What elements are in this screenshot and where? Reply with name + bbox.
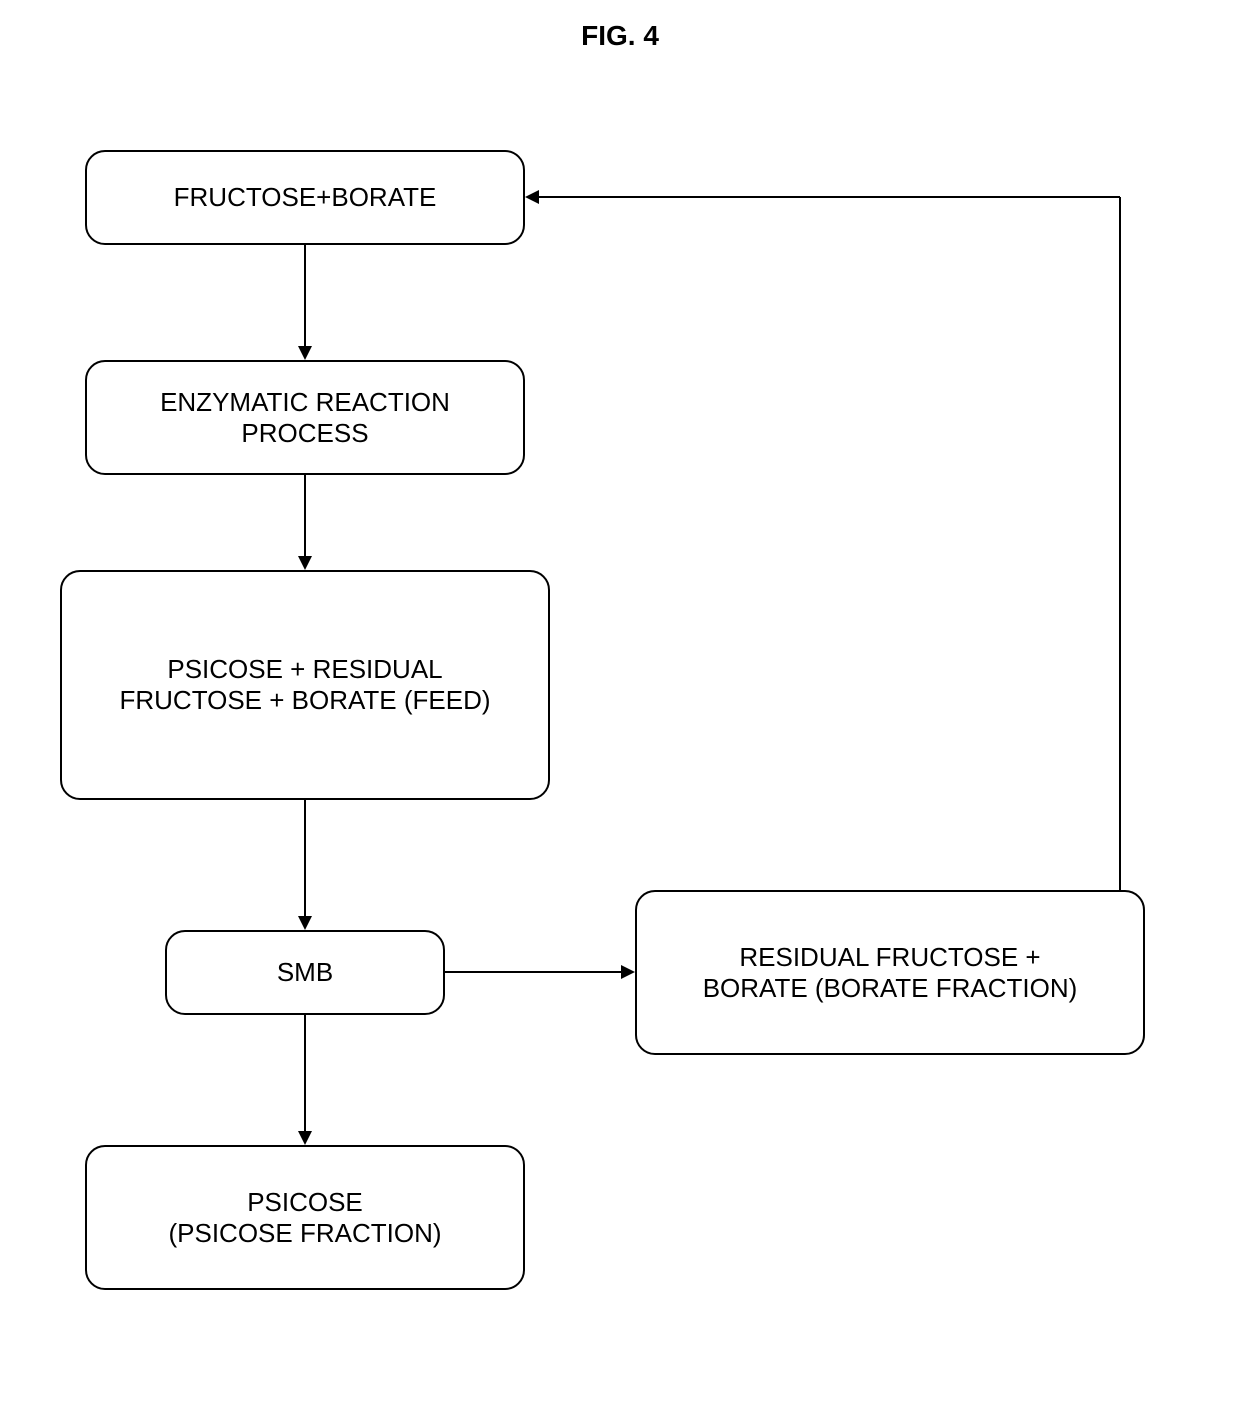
flowchart-node-n2: ENZYMATIC REACTION PROCESS [85,360,525,475]
flowchart-node-n6: PSICOSE (PSICOSE FRACTION) [85,1145,525,1290]
arrow-head [621,965,635,979]
flowchart-node-n3: PSICOSE + RESIDUAL FRUCTOSE + BORATE (FE… [60,570,550,800]
arrow-line [304,1015,306,1131]
flowchart-node-n5: RESIDUAL FRUCTOSE + BORATE (BORATE FRACT… [635,890,1145,1055]
arrow-line [1119,197,1121,890]
arrow-head [298,916,312,930]
arrow-line [539,196,1120,198]
arrow-head [298,1131,312,1145]
flowchart-node-n1: FRUCTOSE+BORATE [85,150,525,245]
arrow-head [525,190,539,204]
arrow-head [298,346,312,360]
arrow-line [304,245,306,346]
arrow-line [304,475,306,556]
flowchart-node-n4: SMB [165,930,445,1015]
arrow-line [445,971,621,973]
arrow-head [298,556,312,570]
arrow-line [304,800,306,916]
figure-title: FIG. 4 [581,20,659,52]
